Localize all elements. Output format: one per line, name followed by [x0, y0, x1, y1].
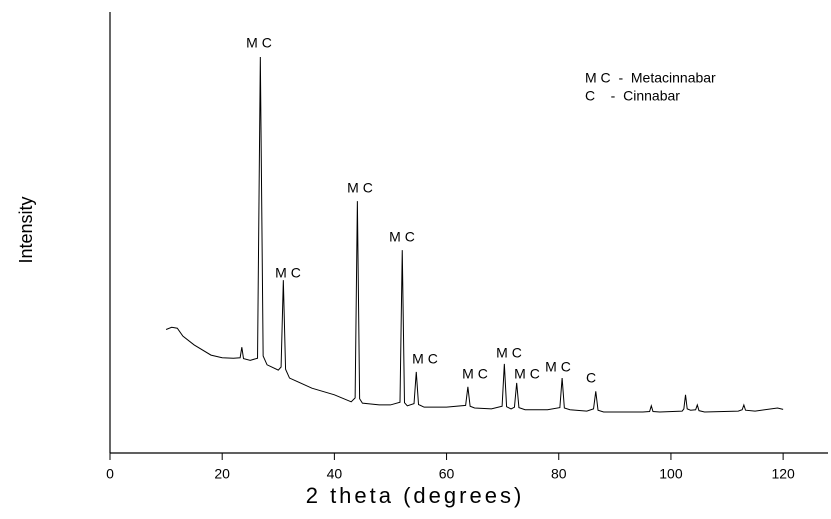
peak-label: M C [389, 229, 415, 245]
x-tick-label: 120 [771, 466, 795, 482]
x-tick-label: 20 [214, 466, 230, 482]
x-tick-label: 80 [551, 466, 567, 482]
peak-label: M C [496, 345, 522, 361]
x-tick-label: 0 [106, 466, 114, 482]
peak-label: M C [462, 366, 488, 382]
y-axis-title: Intensity [16, 196, 36, 263]
peak-label: M C [545, 359, 571, 375]
peak-label: M C [412, 351, 438, 367]
peak-label: M C [275, 265, 301, 281]
x-tick-label: 40 [327, 466, 343, 482]
legend-text: M C - Metacinnabar [585, 70, 716, 86]
x-tick-label: 60 [439, 466, 455, 482]
peak-label: M C [347, 180, 373, 196]
x-tick-label: 100 [659, 466, 683, 482]
peak-label: C [586, 370, 596, 386]
peak-label: M C [514, 366, 540, 382]
legend-text: C - Cinnabar [585, 88, 680, 104]
peak-label: M C [246, 35, 272, 51]
x-axis-title: 2 theta (degrees) [306, 483, 525, 508]
data-line [165, 56, 784, 413]
